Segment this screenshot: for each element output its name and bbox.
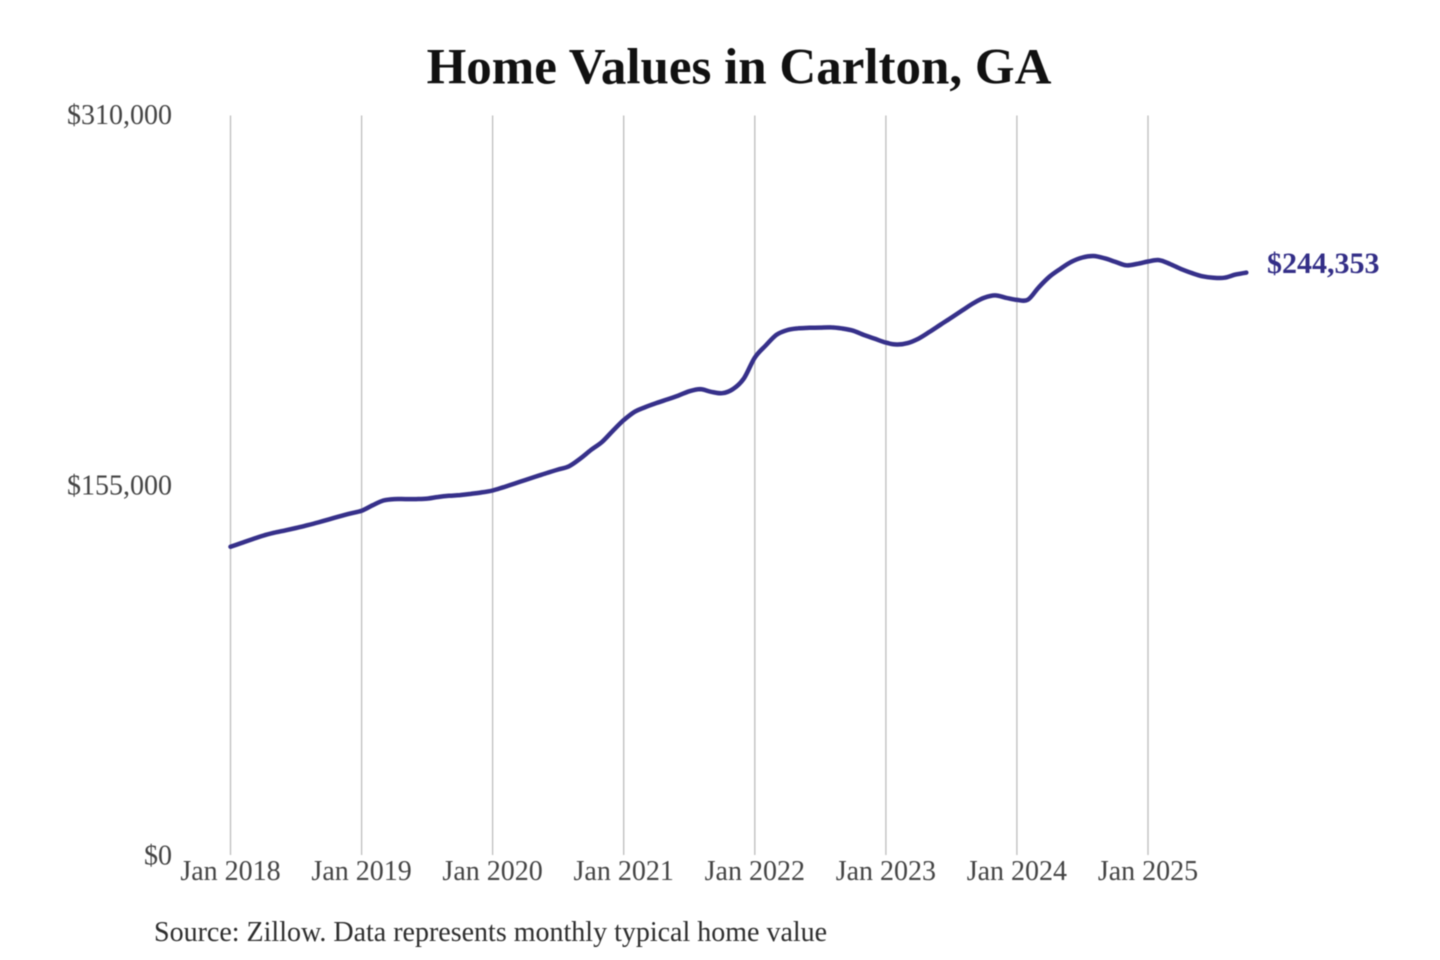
svg-text:$0: $0 xyxy=(144,840,172,871)
svg-text:Jan 2025: Jan 2025 xyxy=(1098,856,1198,887)
svg-text:Jan 2021: Jan 2021 xyxy=(574,856,674,887)
svg-text:Jan 2019: Jan 2019 xyxy=(311,856,411,887)
svg-text:Jan 2022: Jan 2022 xyxy=(705,856,805,887)
svg-text:Jan 2024: Jan 2024 xyxy=(967,856,1067,887)
svg-text:$244,353: $244,353 xyxy=(1267,247,1380,280)
svg-text:Jan 2018: Jan 2018 xyxy=(180,856,280,887)
svg-text:Jan 2023: Jan 2023 xyxy=(836,856,936,887)
svg-text:Source: Zillow. Data represent: Source: Zillow. Data represents monthly … xyxy=(154,917,827,948)
svg-text:$155,000: $155,000 xyxy=(67,471,172,502)
svg-text:Jan 2020: Jan 2020 xyxy=(442,856,542,887)
svg-text:$310,000: $310,000 xyxy=(67,100,172,131)
svg-text:Home Values in Carlton, GA: Home Values in Carlton, GA xyxy=(427,40,1052,96)
